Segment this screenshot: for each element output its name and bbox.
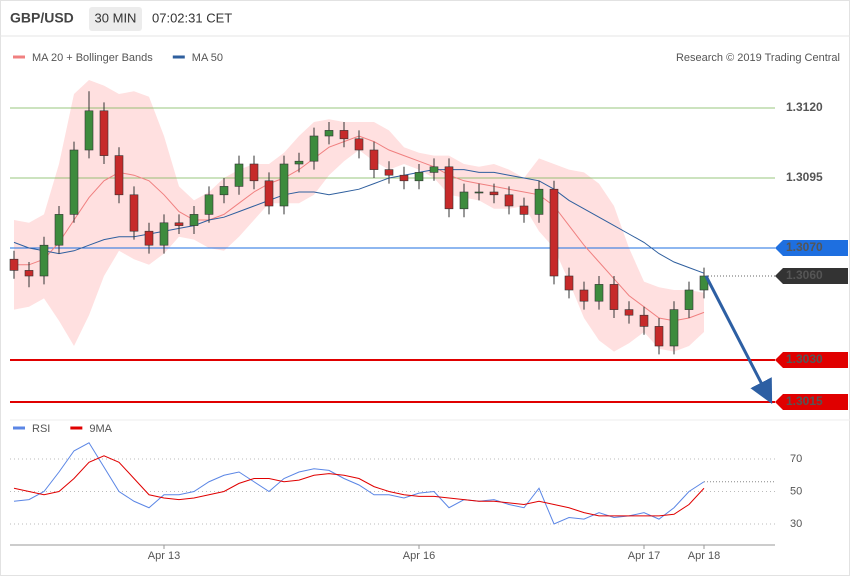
candle-body — [519, 205, 529, 215]
candle-body — [474, 191, 484, 194]
candle-body — [339, 130, 349, 140]
symbol: GBP/USD — [10, 10, 74, 26]
candle-body — [159, 222, 169, 246]
candle-body — [504, 194, 514, 207]
legend-label: MA 50 — [192, 52, 223, 64]
candle-body — [444, 166, 454, 210]
level-box — [775, 240, 848, 256]
candle-body — [609, 284, 619, 310]
candle-body — [459, 191, 469, 210]
credit: Research © 2019 Trading Central — [676, 52, 840, 64]
level-box — [775, 394, 848, 410]
candle-body — [654, 326, 664, 347]
candle-body — [534, 188, 544, 215]
x-tick-label: Apr 16 — [403, 550, 435, 562]
level-label: 1.3095 — [786, 170, 823, 184]
level-label: 1.3015 — [786, 394, 823, 408]
candle-body — [174, 222, 184, 226]
indicator-line — [13, 455, 705, 517]
candle-body — [669, 309, 679, 347]
candle-body — [69, 149, 79, 215]
legend-label: RSI — [32, 423, 50, 435]
candle-body — [204, 194, 214, 215]
x-tick-label: Apr 17 — [628, 550, 660, 562]
candle-body — [369, 149, 379, 170]
level-label: 1.3070 — [786, 240, 823, 254]
y-tick-label: 50 — [790, 485, 802, 497]
candle-body — [279, 163, 289, 207]
candle-body — [264, 180, 274, 207]
clock: 07:02:31 CET — [152, 10, 232, 25]
candle-body — [324, 130, 334, 137]
candle-body — [399, 174, 409, 182]
candle-body — [639, 314, 649, 327]
candle-body — [594, 284, 604, 302]
legend-label: MA 20 + Bollinger Bands — [32, 52, 153, 64]
candle-body — [84, 110, 94, 151]
candle-body — [414, 172, 424, 182]
candle-body — [354, 138, 364, 151]
level-label: 1.3060 — [786, 268, 823, 282]
y-tick-label: 70 — [790, 453, 802, 465]
candle-body — [429, 166, 439, 173]
candle-body — [24, 270, 34, 277]
moving-average — [13, 169, 705, 274]
candle-body — [384, 169, 394, 176]
candle-body — [234, 163, 244, 187]
x-tick-label: Apr 13 — [148, 550, 180, 562]
candle-body — [564, 275, 574, 291]
candle-body — [249, 163, 259, 182]
candle-body — [549, 188, 559, 277]
level-label: 1.3030 — [786, 352, 823, 366]
forecast-arrow — [704, 275, 773, 404]
candle-body — [579, 289, 589, 302]
candle-body — [129, 194, 139, 232]
y-tick-label: 30 — [790, 518, 802, 530]
level-box — [775, 352, 848, 368]
candle-body — [114, 155, 124, 196]
candle-body — [144, 230, 154, 246]
candle-body — [99, 110, 109, 156]
legend-label: 9MA — [89, 423, 112, 435]
level-label: 1.3120 — [786, 100, 823, 114]
candle-body — [684, 289, 694, 310]
indicator-line — [13, 442, 705, 525]
candle-body — [489, 191, 499, 196]
interval-box — [89, 7, 142, 31]
candle-body — [309, 135, 319, 162]
candle-body — [9, 258, 19, 271]
candle-body — [39, 244, 49, 277]
candle-body — [219, 186, 229, 196]
candle-body — [294, 160, 304, 165]
candle-body — [624, 309, 634, 316]
x-tick-label: Apr 18 — [688, 550, 720, 562]
candle-body — [189, 214, 199, 226]
candle-body — [54, 214, 64, 246]
interval: 30 MIN — [95, 10, 137, 25]
level-box — [775, 268, 848, 284]
